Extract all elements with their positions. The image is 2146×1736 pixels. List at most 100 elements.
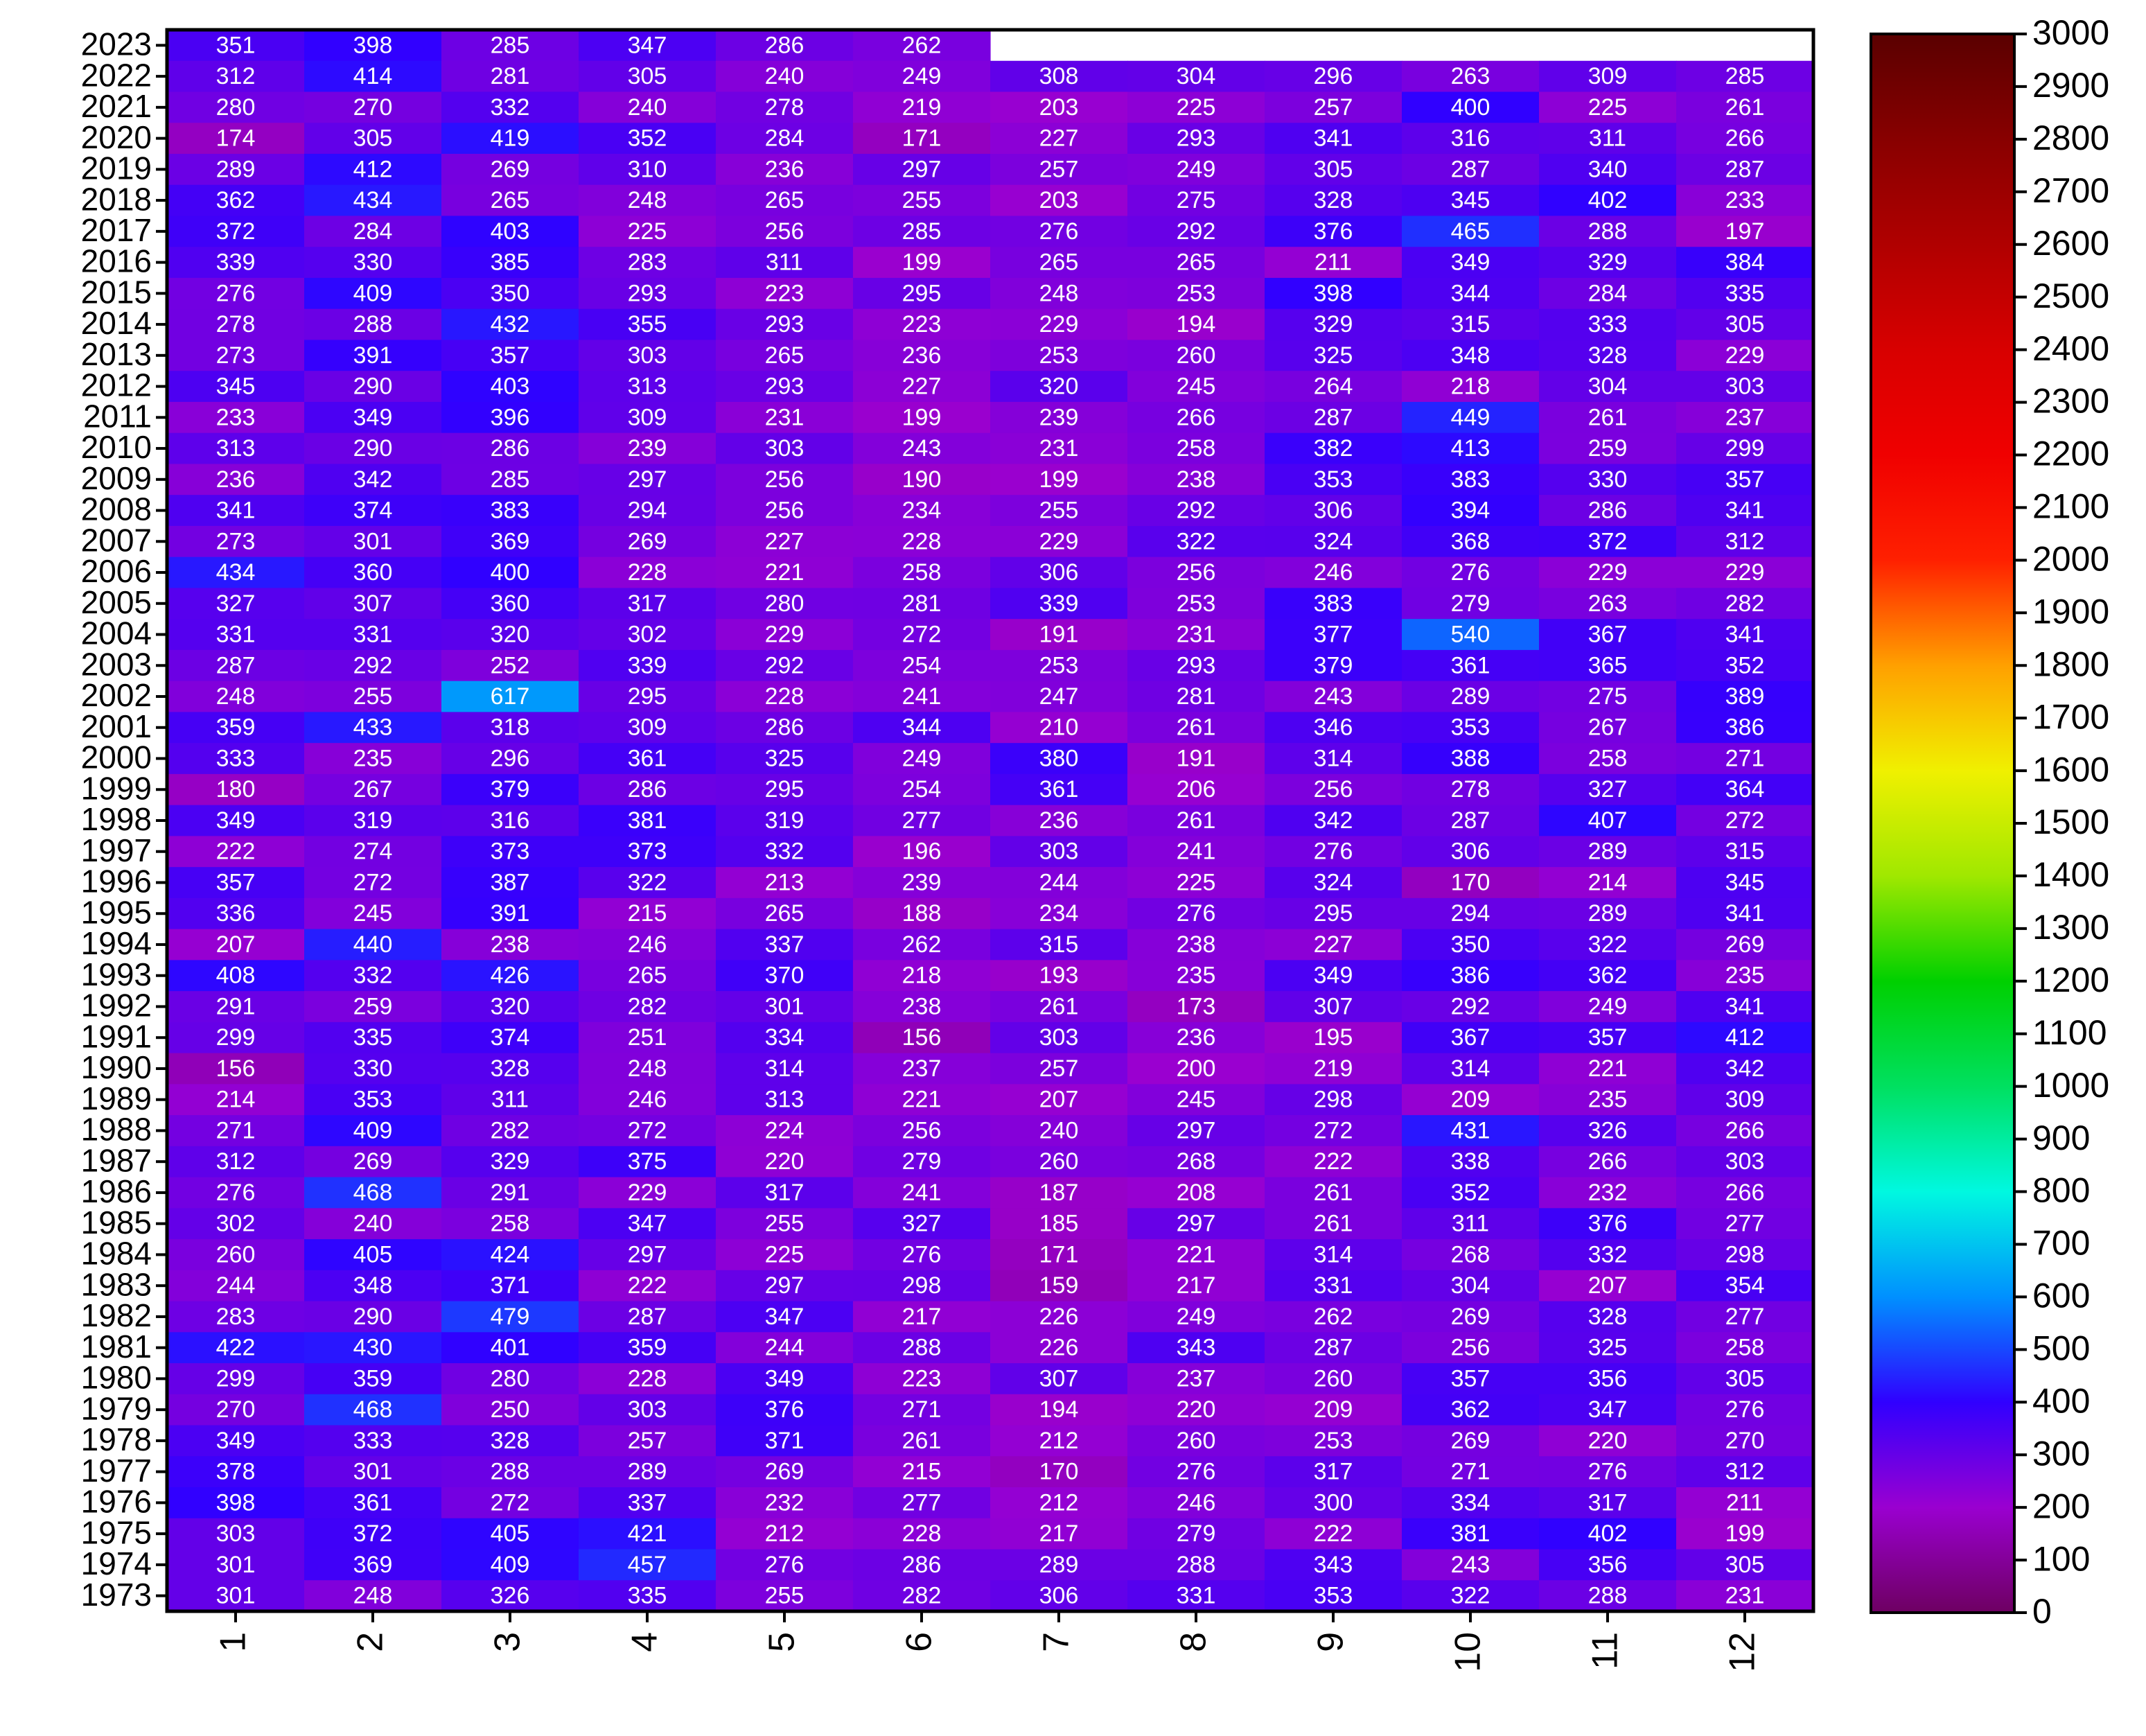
cell-label: 260 <box>1177 1428 1216 1454</box>
cell-label: 285 <box>491 466 530 493</box>
heat-cell <box>1676 836 1814 868</box>
cell-label: 419 <box>491 125 530 152</box>
cell-label: 331 <box>353 622 393 648</box>
cell-label: 269 <box>765 1459 804 1485</box>
cell-label: 246 <box>1177 1489 1216 1516</box>
cell-label: 302 <box>628 622 667 648</box>
cell-label: 287 <box>1451 807 1490 834</box>
heat-cell <box>1402 1022 1540 1054</box>
cell-label: 268 <box>1177 1148 1216 1175</box>
y-tick-label: 2007 <box>81 522 152 558</box>
cell-label: 271 <box>1725 745 1765 771</box>
cell-label: 386 <box>1451 963 1490 989</box>
cell-label: 219 <box>902 94 942 121</box>
heat-cell <box>1676 556 1814 589</box>
cell-label: 352 <box>1451 1180 1490 1206</box>
cell-label: 396 <box>491 404 530 430</box>
heat-cell <box>990 216 1128 247</box>
heat-cell <box>1265 619 1402 651</box>
heat-cell <box>579 649 716 682</box>
cell-label: 391 <box>491 900 530 927</box>
heat-cell <box>1539 1301 1677 1333</box>
heat-cell <box>1402 432 1540 465</box>
cell-label: 239 <box>1039 404 1079 430</box>
heat-cell <box>716 1022 854 1054</box>
heat-cell <box>853 123 991 155</box>
cell-label: 373 <box>628 839 667 865</box>
cell-label: 283 <box>628 249 667 276</box>
cell-label: 433 <box>353 714 393 741</box>
heat-cell <box>990 123 1128 155</box>
heat-cell <box>167 1115 305 1147</box>
heat-cell <box>1402 1394 1540 1426</box>
cell-label: 229 <box>1039 311 1079 337</box>
cell-label: 209 <box>1451 1087 1490 1113</box>
heat-cell <box>1676 619 1814 651</box>
x-tick-label: 6 <box>899 1632 940 1652</box>
cell-label: 426 <box>491 963 530 989</box>
heat-cell <box>304 960 442 992</box>
heat-cell <box>1539 216 1677 247</box>
cell-label: 271 <box>902 1396 942 1423</box>
cell-label: 209 <box>1314 1396 1353 1423</box>
heat-cell <box>990 464 1128 496</box>
heat-cell <box>1402 247 1540 279</box>
y-tick-label: 1976 <box>81 1484 152 1520</box>
cell-label: 409 <box>353 280 393 306</box>
cell-label: 277 <box>1725 1304 1765 1330</box>
cell-label: 297 <box>902 156 942 182</box>
cell-label: 351 <box>216 32 256 58</box>
heat-cell <box>1539 1394 1677 1426</box>
heat-cell <box>1265 401 1402 434</box>
cell-label: 215 <box>902 1459 942 1485</box>
cell-label: 328 <box>491 1055 530 1082</box>
cell-label: 345 <box>216 374 256 400</box>
heat-cell <box>1127 960 1265 992</box>
heat-cell <box>990 1332 1128 1364</box>
cell-label: 266 <box>1588 1148 1628 1175</box>
cell-label: 240 <box>765 63 804 89</box>
cell-label: 228 <box>628 559 667 586</box>
cell-label: 253 <box>1039 342 1079 369</box>
cell-label: 327 <box>1588 776 1628 803</box>
heat-cell <box>1265 1549 1402 1581</box>
cell-label: 382 <box>1314 435 1353 462</box>
cell-label: 244 <box>1039 869 1079 895</box>
heat-cell <box>1539 1363 1677 1395</box>
heat-cell <box>853 1425 991 1457</box>
cell-label: 227 <box>1039 125 1079 152</box>
cell-label: 373 <box>491 839 530 865</box>
heat-cell <box>1539 1456 1677 1488</box>
y-tick-label: 2002 <box>81 677 152 713</box>
heat-cell <box>1539 308 1677 341</box>
heat-cell <box>1127 1332 1265 1364</box>
heat-cell <box>1676 1084 1814 1116</box>
cell-label: 359 <box>628 1335 667 1361</box>
heat-cell <box>1402 1301 1540 1333</box>
heat-cell <box>441 153 579 186</box>
heat-cell <box>167 464 305 496</box>
heat-cell <box>1265 216 1402 247</box>
cell-label: 303 <box>1725 374 1765 400</box>
cell-label: 325 <box>1588 1335 1628 1361</box>
cell-label: 255 <box>765 1211 804 1237</box>
heat-cell <box>1402 773 1540 806</box>
heat-cell <box>1265 1177 1402 1209</box>
cell-label: 282 <box>491 1117 530 1143</box>
heat-cell <box>716 588 854 620</box>
heat-cell <box>1402 1208 1540 1240</box>
x-tick-label: 8 <box>1174 1632 1214 1652</box>
cell-label: 398 <box>216 1489 256 1516</box>
heat-cell <box>1539 1115 1677 1147</box>
cell-label: 379 <box>1314 652 1353 678</box>
cell-label: 317 <box>765 1180 804 1206</box>
y-tick-label: 2015 <box>81 274 152 310</box>
heat-cell <box>441 681 579 712</box>
heat-cell <box>990 836 1128 868</box>
heat-cell <box>1127 1363 1265 1395</box>
y-tick-label: 1988 <box>81 1112 152 1148</box>
y-tick-label: 2001 <box>81 708 152 744</box>
cell-label: 329 <box>1588 249 1628 276</box>
x-tick-label: 7 <box>1037 1632 1077 1652</box>
